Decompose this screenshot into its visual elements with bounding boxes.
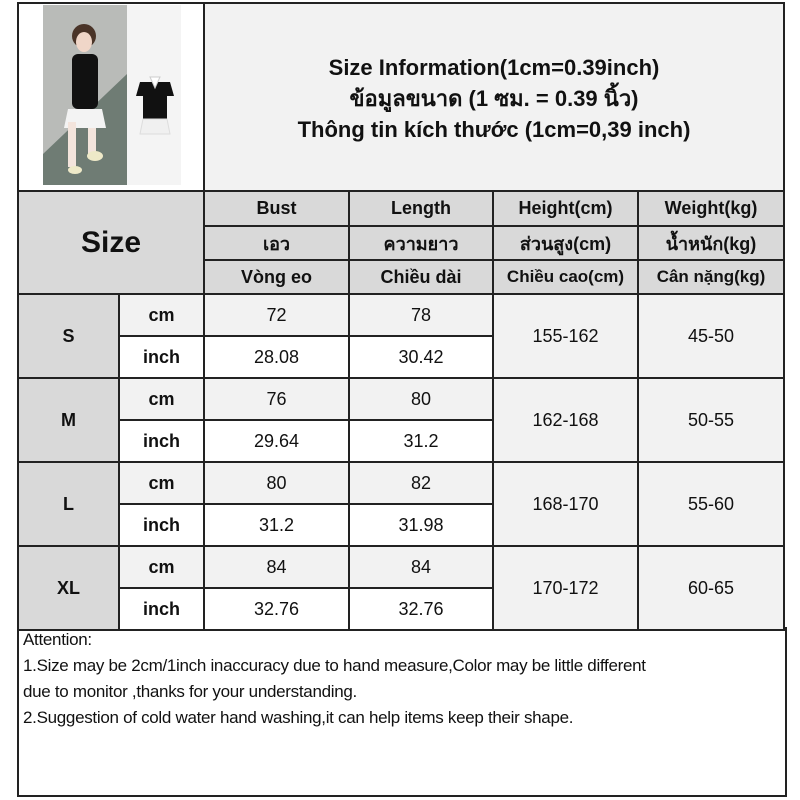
length-cm: 80 xyxy=(348,377,494,421)
length-cm: 82 xyxy=(348,461,494,505)
notes-line-3: 2.Suggestion of cold water hand washing,… xyxy=(23,708,574,727)
length-cm: 78 xyxy=(348,293,494,337)
table-row: inch 32.76 32.76 xyxy=(18,587,784,631)
length-inch: 32.76 xyxy=(348,587,494,631)
size-cell: XL xyxy=(17,545,120,631)
table-row: M cm 76 80 162-168 50-55 xyxy=(17,377,785,463)
unit-label-inch: inch xyxy=(118,419,205,463)
table-row: XL cm 84 84 170-172 60-65 xyxy=(17,545,785,631)
title-cell: Size Information(1cm=0.39inch) ข้อมูลขนา… xyxy=(203,2,785,192)
unit-label-inch: inch xyxy=(118,503,205,547)
length-inch: 31.98 xyxy=(348,503,494,547)
size-header: Size xyxy=(17,190,205,295)
table-row: L cm 80 82 168-170 55-60 xyxy=(17,461,785,547)
header-length-vi: Chiều dài xyxy=(348,259,494,295)
title-thai: ข้อมูลขนาด (1 ซม. = 0.39 นิ้ว) xyxy=(349,86,639,111)
table-row: inch 29.64 31.2 xyxy=(18,419,784,463)
table-row: S cm 72 78 155-162 45-50 xyxy=(17,293,785,379)
unit-label-cm: cm xyxy=(118,545,205,589)
notes-heading: Attention: xyxy=(23,630,92,649)
unit-label-cm: cm xyxy=(118,293,205,337)
unit-label-inch: inch xyxy=(118,335,205,379)
bust-cm: 72 xyxy=(203,293,350,337)
unit-label-cm: cm xyxy=(118,461,205,505)
height-range: 162-168 xyxy=(492,377,639,463)
bust-inch: 32.76 xyxy=(203,587,350,631)
bust-inch: 31.2 xyxy=(203,503,350,547)
notes-line-1: 1.Size may be 2cm/1inch inaccuracy due t… xyxy=(23,656,646,675)
table-row: inch 31.2 31.98 xyxy=(18,503,784,547)
header-bust-th: เอว xyxy=(203,225,350,261)
bust-inch: 29.64 xyxy=(203,419,350,463)
bust-inch: 28.08 xyxy=(203,335,350,379)
weight-range: 60-65 xyxy=(637,545,785,631)
bust-cm: 76 xyxy=(203,377,350,421)
notes-line-2: due to monitor ,thanks for your understa… xyxy=(23,682,357,701)
product-photo xyxy=(17,2,205,192)
title-english: Size Information(1cm=0.39inch) xyxy=(328,55,660,80)
weight-range: 45-50 xyxy=(637,293,785,379)
header-height-en: Height(cm) xyxy=(492,190,639,227)
title-vietnamese: Thông tin kích thước (1cm=0,39 inch) xyxy=(297,117,691,142)
header-length-th: ความยาว xyxy=(348,225,494,261)
product-image xyxy=(43,5,181,189)
length-inch: 31.2 xyxy=(348,419,494,463)
header-height-th: ส่วนสูง(cm) xyxy=(492,225,639,261)
header-height-vi: Chiều cao(cm) xyxy=(492,259,639,295)
header-weight-en: Weight(kg) xyxy=(637,190,785,227)
unit-label-cm: cm xyxy=(118,377,205,421)
header-bust-vi: Vòng eo xyxy=(203,259,350,295)
height-range: 168-170 xyxy=(492,461,639,547)
header-weight-th: น้ำหนัก(kg) xyxy=(637,225,785,261)
header-bust-en: Bust xyxy=(203,190,350,227)
attention-notes: Attention: 1.Size may be 2cm/1inch inacc… xyxy=(17,627,787,797)
height-range: 155-162 xyxy=(492,293,639,379)
bust-cm: 80 xyxy=(203,461,350,505)
size-cell: S xyxy=(17,293,120,379)
size-chart-table: Size Information(1cm=0.39inch) ข้อมูลขนา… xyxy=(17,2,785,631)
unit-label-inch: inch xyxy=(118,587,205,631)
table-row: inch 28.08 30.42 xyxy=(18,335,784,379)
height-range: 170-172 xyxy=(492,545,639,631)
header-weight-vi: Cân nặng(kg) xyxy=(637,259,785,295)
weight-range: 55-60 xyxy=(637,461,785,547)
size-cell: M xyxy=(17,377,120,463)
weight-range: 50-55 xyxy=(637,377,785,463)
length-cm: 84 xyxy=(348,545,494,589)
bust-cm: 84 xyxy=(203,545,350,589)
size-cell: L xyxy=(17,461,120,547)
length-inch: 30.42 xyxy=(348,335,494,379)
header-length-en: Length xyxy=(348,190,494,227)
